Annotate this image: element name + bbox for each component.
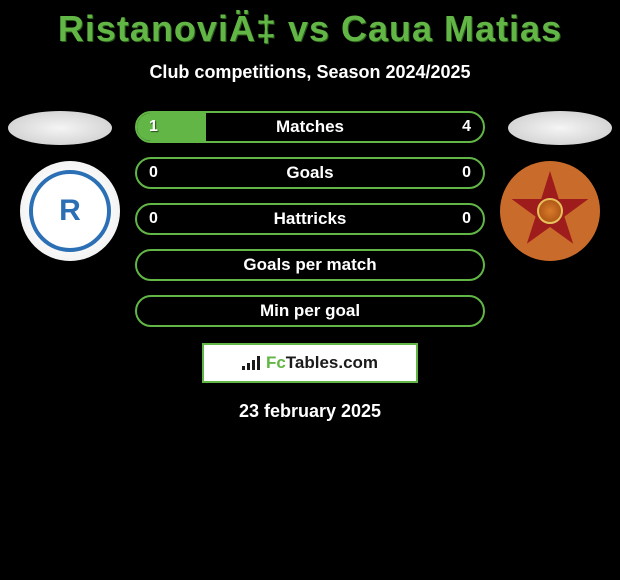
stat-label: Hattricks [137,209,483,229]
subtitle: Club competitions, Season 2024/2025 [0,62,620,83]
team-badge-right [500,161,600,261]
brand-prefix: Fc [266,353,286,372]
date-label: 23 february 2025 [0,401,620,422]
stat-label: Matches [137,117,483,137]
stat-label: Goals [137,163,483,183]
player-portrait-right [508,111,612,145]
comparison-card: RistanoviÄ‡ vs Caua Matias Club competit… [0,0,620,422]
stat-row: Min per goal [0,295,620,327]
brand-badge: FcTables.com [202,343,418,383]
brand-text: FcTables.com [266,353,378,373]
page-title: RistanoviÄ‡ vs Caua Matias [0,0,620,50]
stat-label: Goals per match [137,255,483,275]
bar-chart-icon [242,356,260,370]
stat-bar: 14Matches [135,111,485,143]
stat-bar: 00Hattricks [135,203,485,235]
stat-label: Min per goal [137,301,483,321]
ball-icon [537,198,563,224]
team-badge-left: R [20,161,120,261]
stat-bar: Goals per match [135,249,485,281]
brand-suffix: Tables.com [286,353,378,372]
stats-section: R 14Matches 00Goals 00Hattricks Goals per m… [0,111,620,327]
stat-bar: Min per goal [135,295,485,327]
stat-bar: 00Goals [135,157,485,189]
player-portrait-left [8,111,112,145]
star-icon [510,171,590,251]
team-badge-left-letter: R [29,170,111,252]
